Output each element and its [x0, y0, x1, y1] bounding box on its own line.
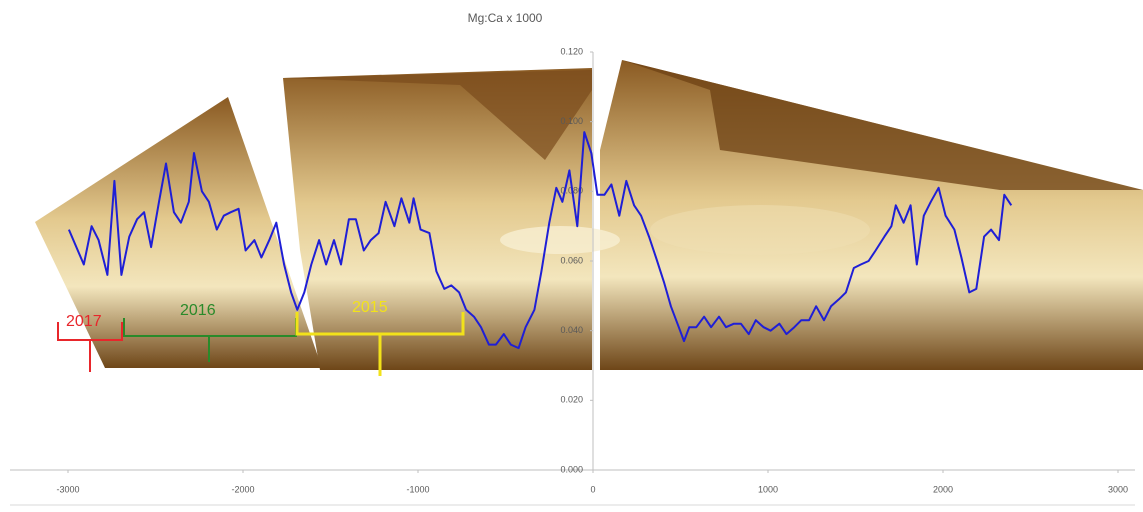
annotation-2017: 2017 — [57, 313, 123, 372]
y-tick-label: 0.040 — [560, 325, 583, 335]
chart-title: Mg:Ca x 1000 — [468, 11, 543, 25]
x-tick-label: 0 — [590, 484, 595, 494]
x-tick-label: -1000 — [406, 484, 429, 494]
y-tick-label: 0.060 — [560, 255, 583, 265]
annotation-label: 2015 — [352, 299, 388, 316]
x-tick-label: 2000 — [933, 484, 953, 494]
x-tick-label: 3000 — [1108, 484, 1128, 494]
y-tick-label: 0.000 — [560, 464, 583, 474]
annotation-2015: 2015 — [295, 299, 465, 376]
y-tick-label: 0.100 — [560, 116, 583, 126]
shell-photo — [35, 60, 1143, 370]
plot — [67, 131, 1013, 350]
x-tick-label: 1000 — [758, 484, 778, 494]
y-tick-label: 0.120 — [560, 46, 583, 56]
annotation-label: 2017 — [66, 313, 102, 330]
x-tick-label: -2000 — [231, 484, 254, 494]
y-tick-label: 0.020 — [560, 395, 583, 405]
data-line — [67, 131, 1013, 350]
x-tick-label: -3000 — [56, 484, 79, 494]
annotation-label: 2016 — [180, 302, 216, 319]
